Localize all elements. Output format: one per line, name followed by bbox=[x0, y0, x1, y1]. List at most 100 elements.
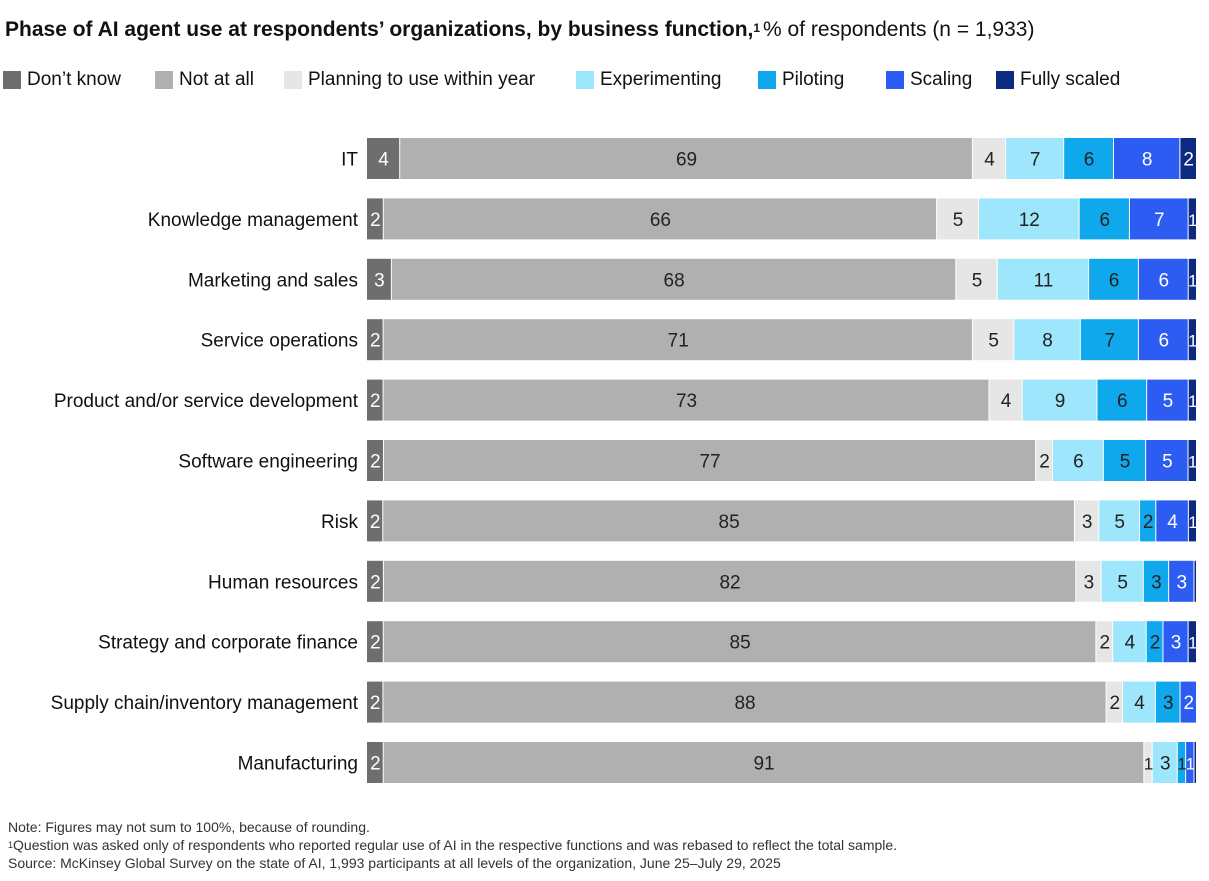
value-label-knowledge-management-planning-to-use-within-year: 5 bbox=[953, 210, 964, 231]
bar-segment-marketing-and-sales-not-at-all bbox=[391, 258, 956, 300]
bar-segment-risk-not-at-all bbox=[383, 500, 1074, 542]
footnote-text: Question was asked only of respondents w… bbox=[13, 837, 898, 853]
value-label-service-operations-not-at-all: 71 bbox=[668, 331, 689, 352]
value-label-supply-chain-inventory-management-don-t-know: 2 bbox=[370, 693, 381, 714]
bar-segment-product-and-or-service-development-planning-to-use-within-year bbox=[989, 379, 1022, 421]
bar-segment-software-engineering-not-at-all bbox=[383, 440, 1036, 481]
bar-segment-knowledge-management-fully-scaled bbox=[1188, 198, 1196, 240]
bar-segment-strategy-and-corporate-finance-scaling bbox=[1163, 621, 1188, 663]
value-label-manufacturing-experimenting: 3 bbox=[1160, 754, 1171, 775]
legend-item-fully-scaled: Fully scaled bbox=[996, 68, 1120, 92]
legend-swatch-not-at-all bbox=[155, 71, 173, 89]
bar-segment-risk-don-t-know bbox=[367, 500, 383, 542]
bar-segment-marketing-and-sales-don-t-know bbox=[367, 258, 391, 300]
category-label-knowledge-management: Knowledge management bbox=[148, 210, 359, 231]
bar-segment-it-not-at-all bbox=[400, 138, 972, 179]
value-label-risk-experimenting: 5 bbox=[1114, 512, 1125, 533]
chart-notes: Note: Figures may not sum to 100%, becau… bbox=[8, 818, 897, 872]
bar-segment-manufacturing-planning-to-use-within-year bbox=[1144, 742, 1152, 783]
value-label-knowledge-management-fully-scaled: 1 bbox=[1188, 211, 1197, 230]
value-label-it-scaling: 8 bbox=[1142, 150, 1153, 171]
value-label-service-operations-piloting: 7 bbox=[1105, 331, 1116, 352]
value-label-supply-chain-inventory-management-planning-to-use-within-year: 2 bbox=[1110, 693, 1121, 714]
value-label-risk-fully-scaled: 1 bbox=[1188, 513, 1197, 532]
bar-segment-it-piloting bbox=[1064, 138, 1113, 179]
bar-segment-product-and-or-service-development-not-at-all bbox=[383, 379, 989, 421]
value-label-human-resources-not-at-all: 82 bbox=[719, 572, 740, 593]
bar-segment-strategy-and-corporate-finance-fully-scaled bbox=[1188, 621, 1196, 663]
legend-swatch-fully-scaled bbox=[996, 71, 1014, 89]
bar-segment-strategy-and-corporate-finance-planning-to-use-within-year bbox=[1096, 621, 1113, 663]
category-label-service-operations: Service operations bbox=[201, 331, 358, 352]
value-label-software-engineering-planning-to-use-within-year: 2 bbox=[1039, 452, 1050, 473]
legend-swatch-planning bbox=[284, 71, 302, 89]
value-label-software-engineering-not-at-all: 77 bbox=[699, 452, 720, 473]
value-label-supply-chain-inventory-management-not-at-all: 88 bbox=[734, 693, 755, 714]
value-label-supply-chain-inventory-management-piloting: 3 bbox=[1163, 693, 1174, 714]
value-label-service-operations-scaling: 6 bbox=[1159, 331, 1170, 352]
legend-item-not-at-all: Not at all bbox=[155, 68, 254, 92]
value-label-strategy-and-corporate-finance-planning-to-use-within-year: 2 bbox=[1099, 633, 1110, 654]
note-rounding: Note: Figures may not sum to 100%, becau… bbox=[8, 819, 370, 835]
bar-segment-supply-chain-inventory-management-experimenting bbox=[1123, 681, 1155, 723]
bar-segment-service-operations-don-t-know bbox=[367, 319, 383, 361]
legend-label-piloting: Piloting bbox=[782, 69, 845, 90]
legend-swatch-experimenting bbox=[576, 71, 594, 89]
value-label-strategy-and-corporate-finance-scaling: 3 bbox=[1171, 633, 1182, 654]
legend-item-scaling: Scaling bbox=[886, 68, 972, 92]
legend-label-planning: Planning to use within year bbox=[308, 69, 536, 90]
bar-segment-it-planning-to-use-within-year bbox=[972, 138, 1006, 179]
bar-segment-strategy-and-corporate-finance-not-at-all bbox=[383, 621, 1096, 663]
chart-title: Phase of AI agent use at respondents’ or… bbox=[5, 16, 1034, 44]
value-label-marketing-and-sales-not-at-all: 68 bbox=[664, 270, 685, 291]
bar-segment-software-engineering-piloting bbox=[1103, 440, 1146, 481]
value-label-product-and-or-service-development-experimenting: 9 bbox=[1055, 391, 1066, 412]
value-label-product-and-or-service-development-not-at-all: 73 bbox=[676, 391, 697, 412]
category-label-human-resources: Human resources bbox=[208, 572, 358, 593]
value-label-marketing-and-sales-fully-scaled: 1 bbox=[1188, 271, 1197, 290]
bar-segment-software-engineering-don-t-know bbox=[367, 440, 383, 481]
bar-segment-risk-planning-to-use-within-year bbox=[1074, 500, 1099, 542]
value-label-knowledge-management-not-at-all: 66 bbox=[650, 210, 671, 231]
bar-segment-knowledge-management-experimenting bbox=[979, 198, 1079, 240]
bar-segment-knowledge-management-don-t-know bbox=[367, 198, 383, 240]
category-label-supply-chain-inventory-management: Supply chain/inventory management bbox=[51, 693, 359, 714]
legend-item-piloting: Piloting bbox=[758, 68, 844, 92]
category-label-software-engineering: Software engineering bbox=[178, 452, 358, 473]
bar-segment-knowledge-management-scaling bbox=[1129, 198, 1188, 240]
bar-segment-service-operations-not-at-all bbox=[383, 319, 972, 361]
value-label-marketing-and-sales-planning-to-use-within-year: 5 bbox=[972, 270, 983, 291]
value-label-marketing-and-sales-piloting: 6 bbox=[1109, 270, 1120, 291]
bar-segment-manufacturing-fully-scaled bbox=[1194, 742, 1196, 783]
legend-swatch-scaling bbox=[886, 71, 904, 89]
title-footnote-marker: 1 bbox=[753, 21, 761, 35]
bar-segment-product-and-or-service-development-fully-scaled bbox=[1188, 379, 1196, 421]
bar-segment-supply-chain-inventory-management-not-at-all bbox=[383, 681, 1106, 723]
bar-segment-it-experimenting bbox=[1006, 138, 1064, 179]
bar-segment-service-operations-experimenting bbox=[1014, 319, 1080, 361]
footnote-1: 1Question was asked only of respondents … bbox=[8, 836, 897, 854]
bar-segment-human-resources-not-at-all bbox=[383, 560, 1076, 602]
value-label-strategy-and-corporate-finance-experimenting: 4 bbox=[1125, 633, 1136, 654]
bar-segment-supply-chain-inventory-management-planning-to-use-within-year bbox=[1106, 681, 1123, 723]
value-label-marketing-and-sales-experimenting: 11 bbox=[1034, 270, 1054, 291]
bar-segment-human-resources-don-t-know bbox=[367, 560, 383, 602]
value-label-it-fully-scaled: 2 bbox=[1183, 150, 1194, 171]
bar-segment-it-fully-scaled bbox=[1180, 138, 1196, 179]
value-label-risk-scaling: 4 bbox=[1167, 512, 1178, 533]
value-label-marketing-and-sales-scaling: 6 bbox=[1159, 270, 1170, 291]
bar-segment-supply-chain-inventory-management-scaling bbox=[1180, 681, 1196, 723]
bar-segment-human-resources-fully-scaled bbox=[1194, 560, 1196, 602]
bar-segment-product-and-or-service-development-piloting bbox=[1097, 379, 1147, 421]
bar-segment-supply-chain-inventory-management-piloting bbox=[1155, 681, 1180, 723]
value-label-supply-chain-inventory-management-experimenting: 4 bbox=[1134, 693, 1145, 714]
bar-segment-manufacturing-not-at-all bbox=[383, 742, 1144, 783]
category-label-product-and-or-service-development: Product and/or service development bbox=[54, 391, 359, 412]
footnote-marker: 1 bbox=[8, 840, 14, 850]
bar-segment-marketing-and-sales-experimenting bbox=[997, 258, 1089, 300]
value-label-knowledge-management-experimenting: 12 bbox=[1019, 210, 1040, 231]
value-label-risk-planning-to-use-within-year: 3 bbox=[1082, 512, 1093, 533]
chart-unit-label: % of respondents (n = 1,933) bbox=[763, 18, 1035, 41]
value-label-knowledge-management-scaling: 7 bbox=[1154, 210, 1165, 231]
value-label-human-resources-planning-to-use-within-year: 3 bbox=[1084, 572, 1095, 593]
